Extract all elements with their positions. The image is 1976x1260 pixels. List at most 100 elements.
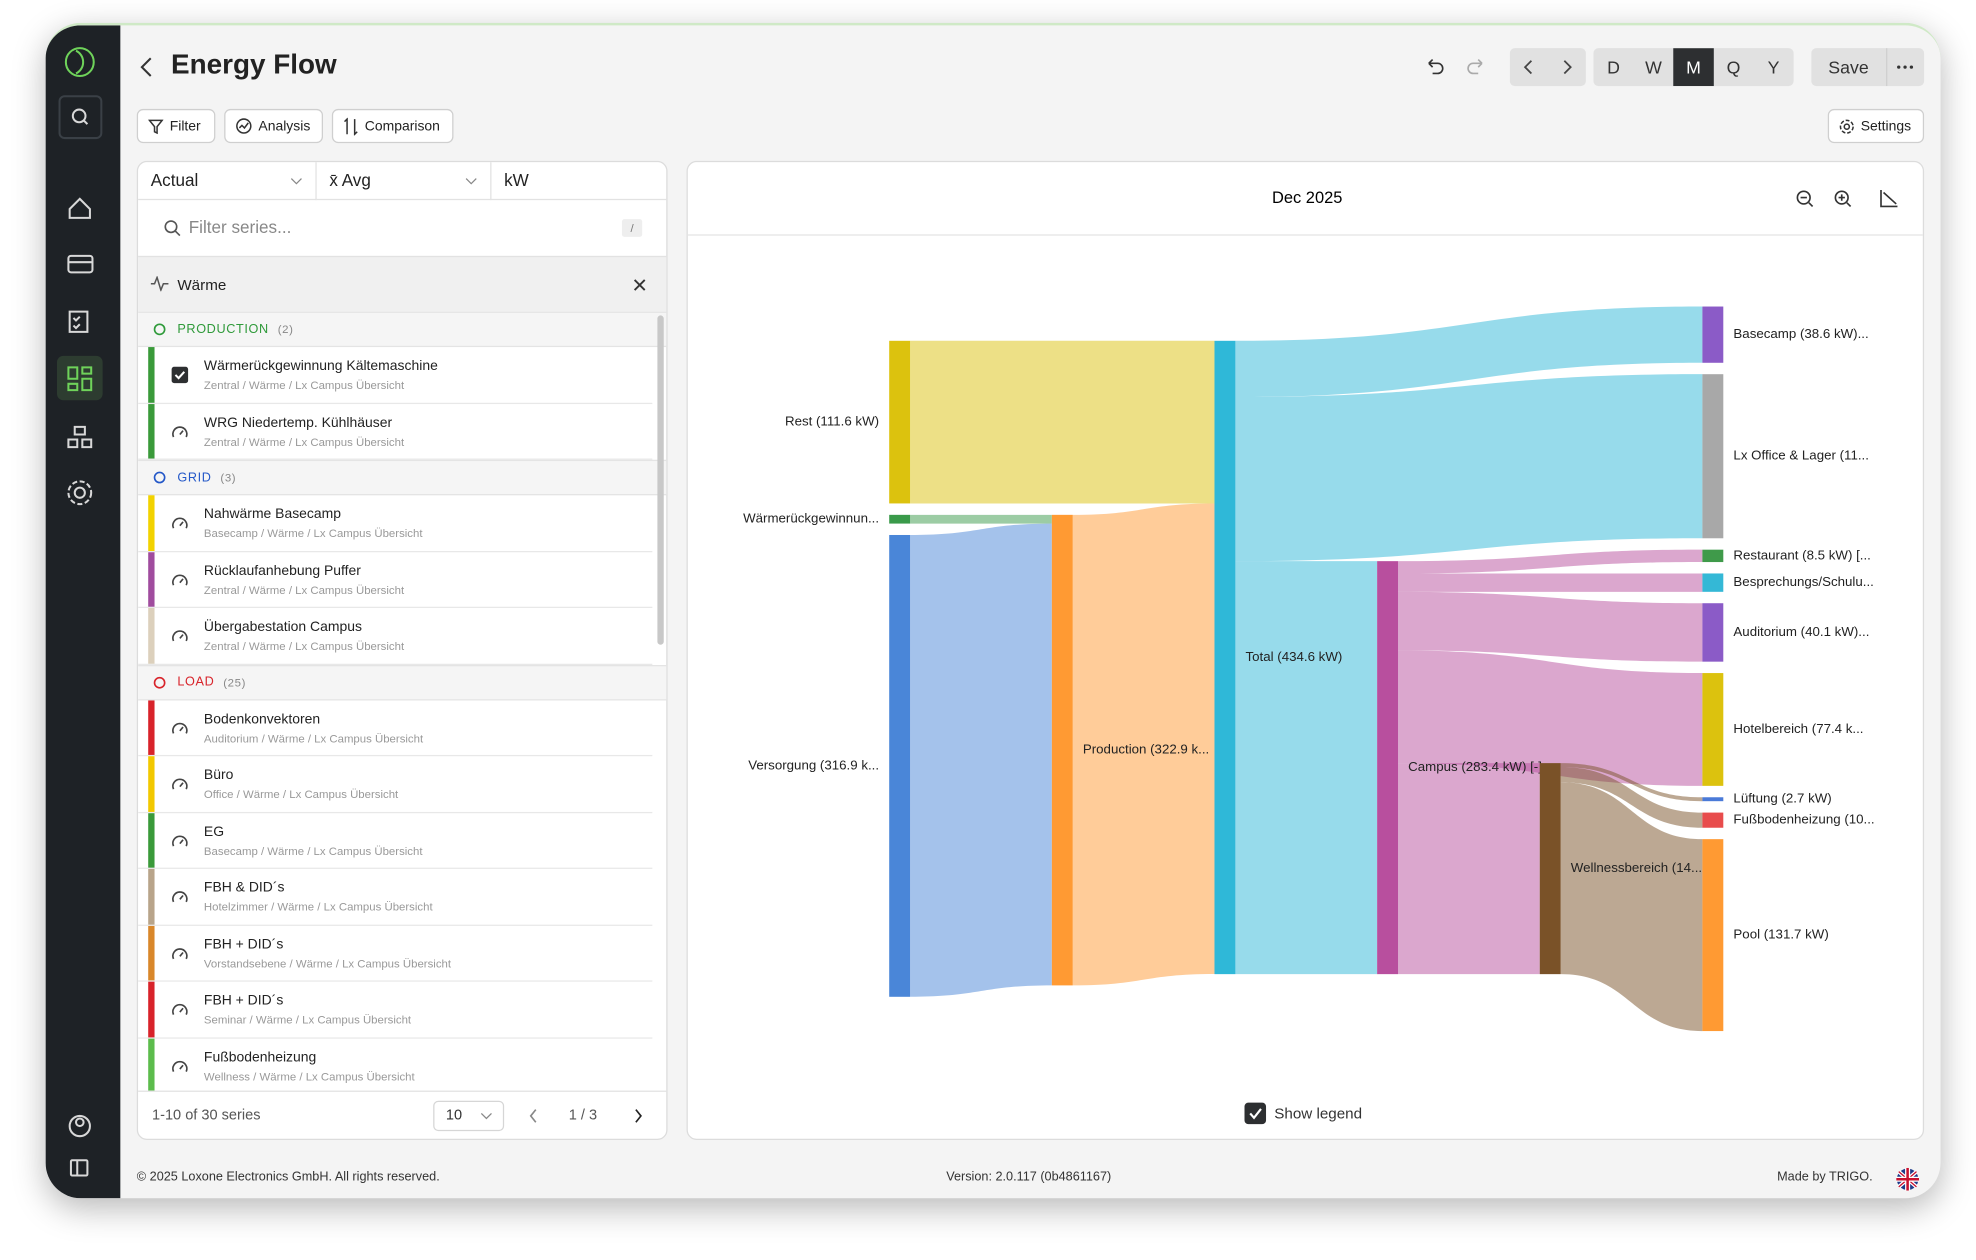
series-item[interactable]: FBH + DID´s Seminar / Wärme / Lx Campus Ü… [138,981,653,1039]
series-gauge-icon[interactable] [171,719,189,737]
sankey-link[interactable] [1398,549,1703,574]
settings-icon[interactable] [73,486,86,499]
settings-button[interactable]: Settings [1827,108,1925,144]
series-item[interactable]: FBH & DID´s Hotelzimmer / Wärme / Lx Camp… [138,868,653,926]
sankey-node[interactable] [1702,549,1724,563]
series-item[interactable]: Nahwärme Basecamp Basecamp / Wärme / Lx C… [138,495,653,552]
group-header: GRID (3) [138,459,667,496]
sankey-link[interactable] [1072,503,1215,986]
series-path: Seminar / Wärme / Lx Campus Übersicht [203,1013,412,1027]
more-button[interactable] [1887,48,1924,86]
collapse-icon[interactable] [69,1159,89,1177]
series-checkbox[interactable] [171,366,189,384]
sankey-link[interactable] [910,514,1052,524]
prev-period[interactable] [1510,48,1548,86]
sankey-node[interactable] [1539,763,1561,975]
series-item[interactable]: Rücklaufanhebung Puffer Zentral / Wärme /… [138,551,653,609]
series-gauge-icon[interactable] [171,888,189,906]
checkbox-tick [174,371,186,380]
series-gauge-icon[interactable] [171,832,189,850]
sankey-node[interactable] [1702,812,1724,828]
remove-filter[interactable] [633,279,646,292]
sankey-link[interactable] [910,523,1052,997]
sankey-link[interactable] [1235,561,1378,975]
series-gauge-icon[interactable] [171,422,189,440]
sankey-node[interactable] [1702,306,1724,363]
series-item[interactable]: Bodenkonvektoren Auditorium / Wärme / Lx … [138,699,653,757]
sankey-node[interactable] [1051,514,1073,986]
page-size-select[interactable]: 10 [433,1100,505,1132]
sankey-link[interactable] [1398,763,1540,975]
reset-zoom[interactable] [1880,190,1898,208]
sankey-link[interactable] [1235,374,1703,562]
comparison-button[interactable]: Comparison [331,108,454,144]
series-item[interactable]: Übergabestation Campus Zentral / Wärme / … [138,608,653,665]
sankey-link[interactable] [1560,767,1703,828]
save-button[interactable]: Save [1811,48,1887,87]
zoom-out[interactable] [1796,190,1814,208]
sankey-link[interactable] [1560,782,1703,1032]
language-flag[interactable] [1896,1167,1920,1191]
series-item[interactable]: Wärmerückgewinnung Kältemaschine Zentral … [138,347,653,404]
series-item[interactable]: EG Basecamp / Wärme / Lx Campus Übersicht [138,812,653,869]
sankey-link[interactable] [1398,573,1703,592]
filter-button[interactable]: Filter [136,108,216,144]
gauge-needle [179,1007,184,1013]
series-gauge-icon[interactable] [171,1057,189,1075]
sankey-node[interactable] [1702,797,1724,802]
home-icon[interactable] [68,197,91,219]
sankey-node[interactable] [1702,839,1724,1032]
series-gauge-icon[interactable] [171,571,189,589]
sankey-node[interactable] [1214,340,1236,975]
sankey-node[interactable] [889,340,911,504]
scrollbar[interactable] [657,315,664,645]
undo-redo[interactable] [1424,56,1487,79]
sankey-link[interactable] [1398,650,1703,786]
series-name: Bodenkonvektoren [203,711,321,727]
series-search[interactable]: Filter series... [188,217,292,237]
card-icon[interactable] [67,254,94,274]
series-gauge-icon[interactable] [171,944,189,962]
series-gauge-icon[interactable] [171,775,189,793]
sankey-node[interactable] [889,534,911,997]
search-button[interactable] [58,95,103,140]
period-button[interactable]: D [1607,57,1620,78]
unit-select[interactable]: kW [491,162,667,201]
sankey-node[interactable] [1702,673,1724,786]
series-color [148,925,155,981]
sankey-link[interactable] [1560,763,1703,802]
series-item[interactable]: Büro Office / Wärme / Lx Campus Übersicht [138,756,653,813]
series-item[interactable]: FBH + DID´s Vorstandsebene / Wärme / Lx C… [138,925,653,982]
active-nav[interactable] [57,355,103,401]
sankey-node[interactable] [1377,561,1399,975]
sankey-node[interactable] [1702,374,1724,539]
period-button[interactable]: M [1673,48,1714,87]
series-item[interactable]: Fußbodenheizung Wellness / Wärme / Lx Cam… [138,1038,652,1091]
period-button[interactable]: Y [1767,57,1780,78]
aggregation-select[interactable]: x̄ Avg [316,162,492,201]
zoom-in[interactable] [1834,190,1852,208]
period-button[interactable]: W [1645,57,1662,78]
analysis-button[interactable]: Analysis [224,108,324,144]
series-item[interactable]: WRG Niedertemp. Kühlhäuser Zentral / Wärm… [138,403,653,460]
devices-icon[interactable] [67,425,93,449]
next-page[interactable] [633,1108,643,1123]
user-icon[interactable] [68,1114,91,1138]
series-gauge-icon[interactable] [171,627,189,645]
legend-toggle[interactable]: Show legend [1244,1102,1362,1125]
sankey-node[interactable] [889,514,911,524]
legend-checkbox[interactable] [1244,1102,1267,1125]
next-period[interactable] [1548,48,1586,86]
sankey-link[interactable] [1235,306,1703,398]
sankey-node[interactable] [1702,603,1724,662]
mode-select[interactable]: Actual [138,162,317,201]
series-gauge-icon[interactable] [171,514,189,532]
series-gauge-icon[interactable] [171,1001,189,1019]
sankey-link[interactable] [1398,591,1703,662]
tasks-icon[interactable] [68,310,89,333]
sankey-node[interactable] [1702,573,1724,592]
back-button[interactable] [137,56,157,79]
prev-page[interactable] [528,1108,538,1123]
sankey-link[interactable] [910,340,1215,504]
period-button[interactable]: Q [1726,57,1741,78]
